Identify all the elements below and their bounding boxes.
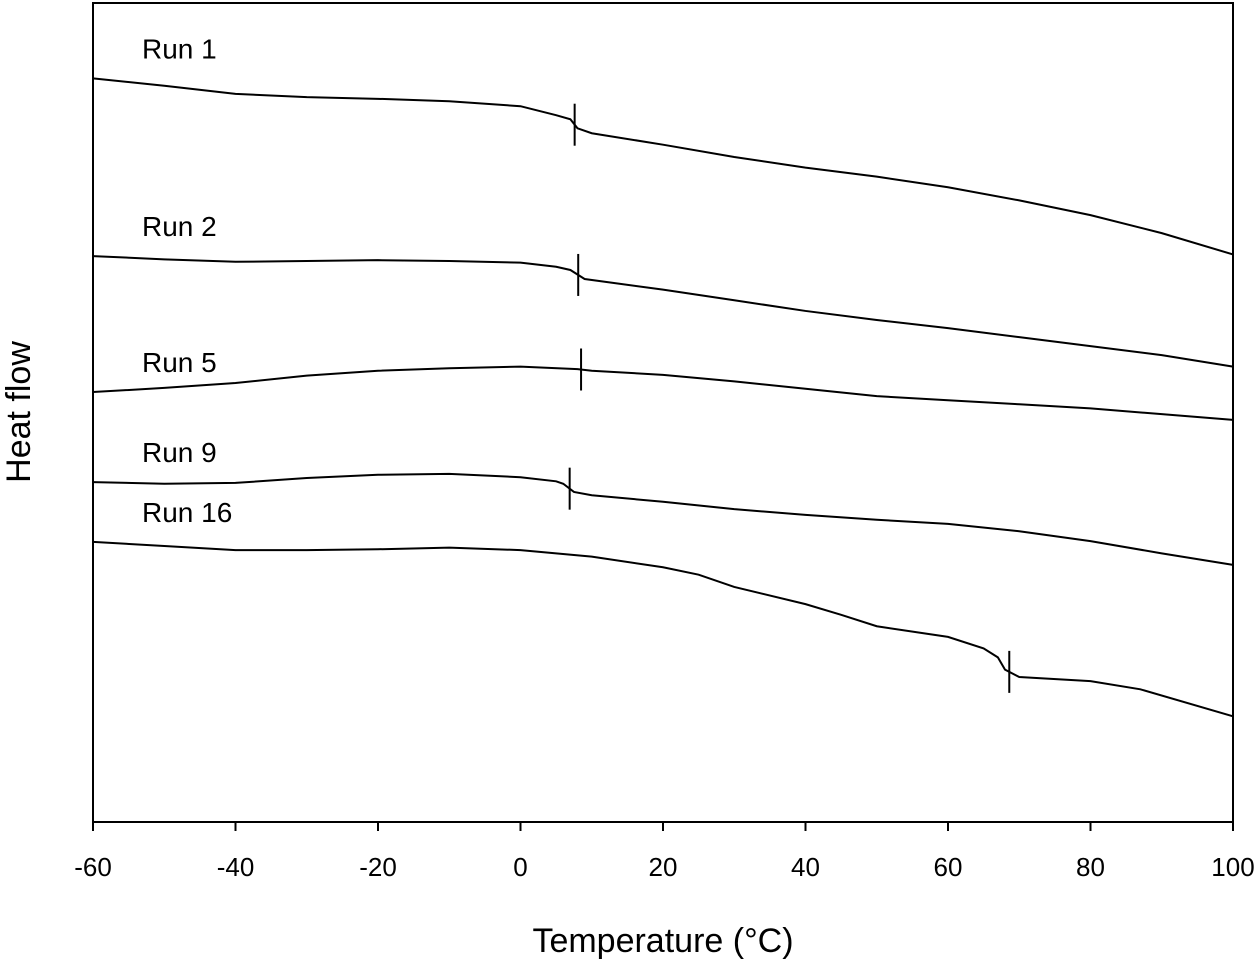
series-label: Run 1: [142, 33, 217, 64]
x-tick-label: -60: [74, 852, 112, 882]
curve: [92, 255, 1234, 368]
curve: [92, 77, 1234, 256]
plot-frame: [92, 2, 1234, 823]
x-axis-label: Temperature (°C): [532, 922, 793, 960]
series-label: Run 2: [142, 211, 217, 242]
y-axis-label: Heat flow: [0, 341, 38, 483]
x-tick-label: 60: [934, 852, 963, 882]
x-tick-label: 100: [1211, 852, 1254, 882]
x-tick-label: 40: [791, 852, 820, 882]
curve: [92, 365, 1234, 421]
curve: [92, 472, 1234, 566]
series-label: Run 9: [142, 437, 217, 468]
x-tick-label: 0: [513, 852, 527, 882]
curve: [92, 540, 1234, 718]
series-label: Run 16: [142, 497, 232, 528]
x-tick-label: 80: [1076, 852, 1105, 882]
x-tick-label: 20: [649, 852, 678, 882]
x-tick-label: -20: [359, 852, 397, 882]
x-tick-label: -40: [217, 852, 255, 882]
series-label: Run 5: [142, 347, 217, 378]
